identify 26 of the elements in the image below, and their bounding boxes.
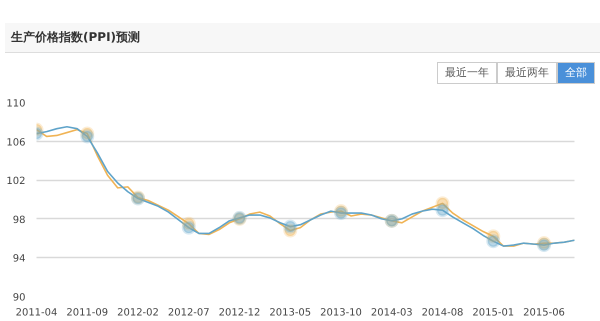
x-tick-label: 2015-06 (523, 308, 565, 318)
point (283, 220, 298, 234)
y-tick-label: 98 (12, 214, 26, 226)
y-tick-label: 94 (12, 254, 26, 265)
x-tick-label: 2011-04 (16, 308, 58, 318)
y-tick-label: 90 (12, 292, 26, 304)
x-tick-label: 2015-01 (472, 308, 514, 318)
x-tick-label: 2013-05 (269, 308, 312, 318)
x-tick-label: 2011-09 (66, 308, 108, 318)
text: 最近两年 (497, 62, 557, 84)
text: 最近一年 (437, 62, 497, 84)
point (436, 203, 450, 218)
x-tick-label: 2012-07 (168, 308, 210, 318)
chart-title: 生产价格指数(PPI)预测 (5, 23, 600, 54)
point (182, 220, 196, 235)
x-tick-label: 2013-10 (320, 308, 362, 318)
x-tick-label: 2012-12 (218, 308, 260, 318)
y-tick-label: 106 (6, 137, 26, 148)
x-tick-label: 2014-03 (370, 308, 413, 318)
x-tick-label: 2014-08 (422, 308, 464, 318)
point (486, 234, 500, 248)
x-tick-label: 2012-02 (117, 308, 159, 318)
point (80, 129, 94, 144)
text: 全部 (557, 62, 595, 84)
y-tick-label: 102 (6, 176, 26, 188)
y-tick-label: 110 (6, 98, 26, 110)
